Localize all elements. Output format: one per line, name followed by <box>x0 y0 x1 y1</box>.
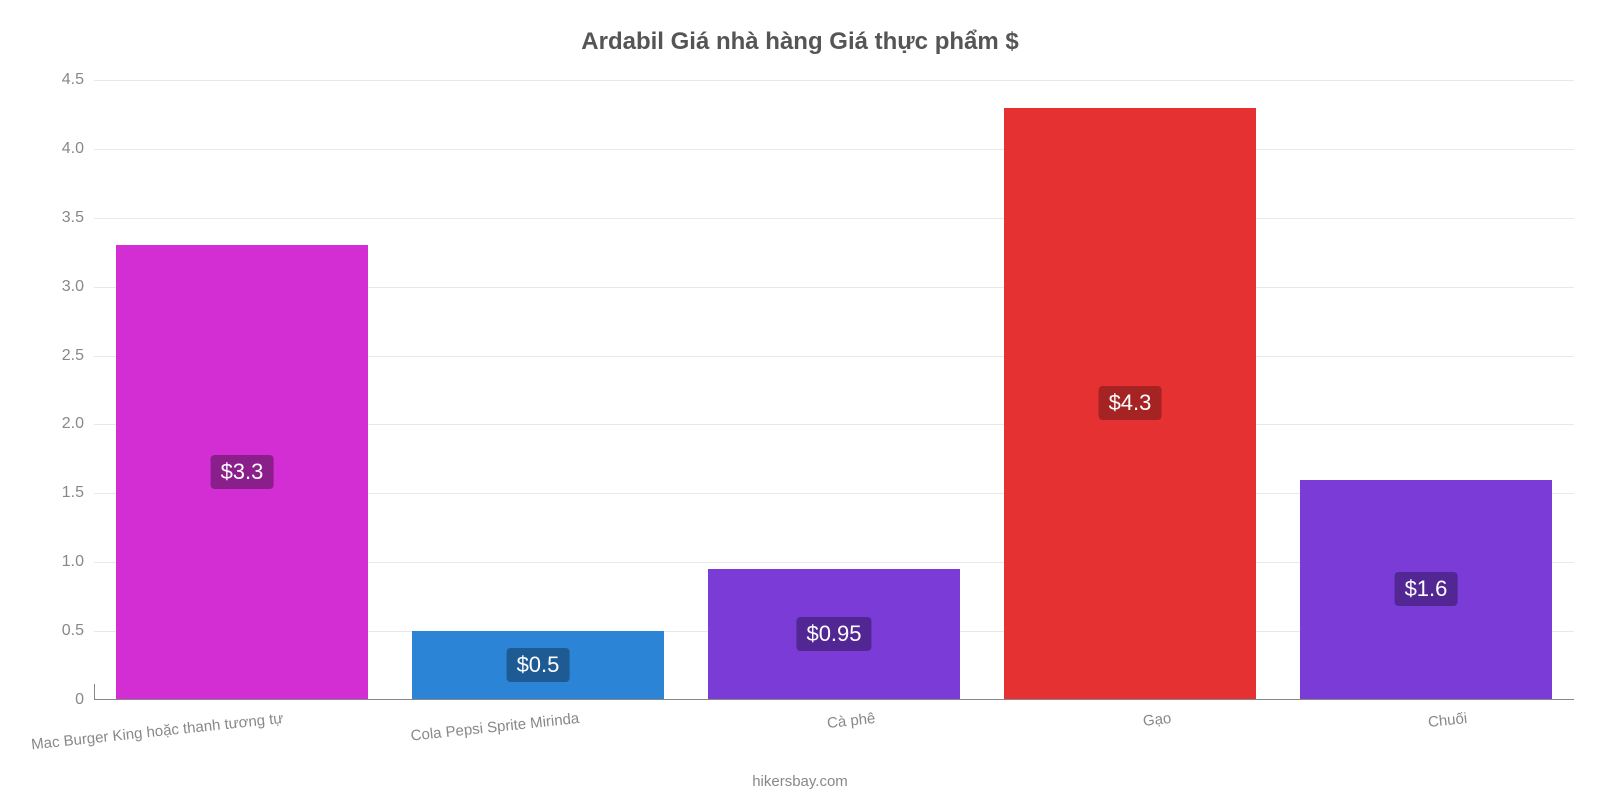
footer-credit: hikersbay.com <box>0 773 1600 790</box>
x-category-label: Chuối <box>1427 710 1468 731</box>
gridline <box>94 149 1574 150</box>
y-tick-label: 1.5 <box>62 484 84 502</box>
x-category-label: Gạo <box>1142 710 1172 730</box>
y-tick-label: 2.0 <box>62 415 84 433</box>
bar: $0.5 <box>412 631 664 700</box>
y-tick-label: 2.5 <box>62 347 84 365</box>
y-axis-stub <box>94 684 95 700</box>
y-tick-label: 3.5 <box>62 209 84 227</box>
gridline <box>94 80 1574 81</box>
x-axis <box>94 699 1574 700</box>
bar-value-label: $0.95 <box>796 617 871 651</box>
bar: $1.6 <box>1300 480 1552 700</box>
plot-area: $3.3$0.5$0.95$4.3$1.6 00.51.01.52.02.53.… <box>94 80 1574 700</box>
y-tick-label: 3.0 <box>62 278 84 296</box>
y-tick-label: 0.5 <box>62 622 84 640</box>
x-category-label: Mac Burger King hoặc thanh tương tự <box>30 710 284 753</box>
bar-value-label: $3.3 <box>211 455 274 489</box>
bar-value-label: $4.3 <box>1099 386 1162 420</box>
y-tick-label: 4.5 <box>62 71 84 89</box>
bar: $4.3 <box>1004 108 1256 700</box>
bar: $3.3 <box>116 245 368 700</box>
y-tick-label: 4.0 <box>62 140 84 158</box>
x-category-label: Cà phê <box>826 710 876 732</box>
gridline <box>94 218 1574 219</box>
bar-value-label: $1.6 <box>1395 572 1458 606</box>
bar: $0.95 <box>708 569 960 700</box>
chart-title: Ardabil Giá nhà hàng Giá thực phẩm $ <box>0 0 1600 56</box>
y-tick-label: 1.0 <box>62 553 84 571</box>
x-category-label: Cola Pepsi Sprite Mirinda <box>410 710 580 745</box>
bar-value-label: $0.5 <box>507 648 570 682</box>
y-tick-label: 0 <box>75 691 84 709</box>
